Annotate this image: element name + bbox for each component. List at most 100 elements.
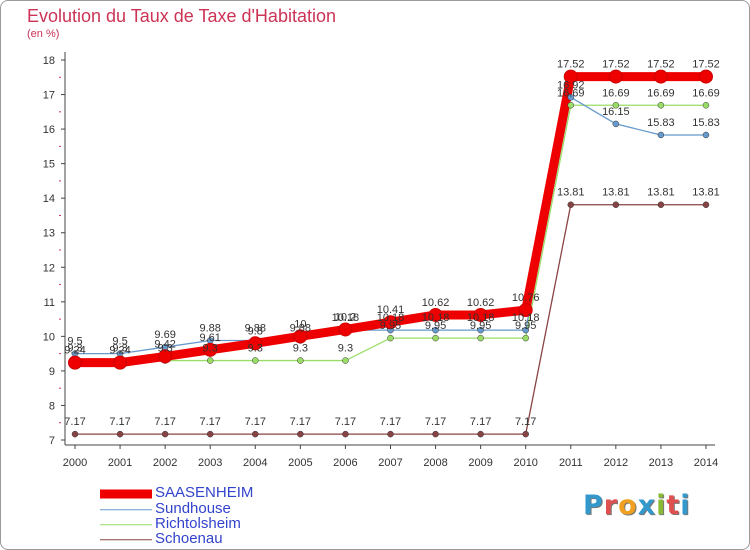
legend-swatch-schoenau <box>100 538 152 541</box>
data-point <box>432 334 439 342</box>
x-tick-label: 2008 <box>423 457 447 469</box>
legend-label-saasenheim: SAASENHEIM <box>155 484 254 501</box>
data-label: 17.52 <box>602 59 630 71</box>
x-tick-label: 2007 <box>378 457 402 469</box>
y-tick-label: 13 <box>43 228 55 240</box>
logo-letter: i <box>680 490 691 521</box>
data-label: 9.69 <box>154 329 175 341</box>
data-label: 16.69 <box>692 87 720 99</box>
y-tick-label: 15 <box>43 159 55 171</box>
data-label: 9.24 <box>64 345 85 357</box>
data-point <box>522 334 529 342</box>
data-point <box>702 201 710 208</box>
data-point <box>563 69 578 84</box>
legend-swatch-sundhouse <box>100 508 152 511</box>
data-label: 15.83 <box>647 117 675 129</box>
legend-label-richtolsheim: Richtolsheim <box>155 515 241 532</box>
data-label: 7.17 <box>335 416 356 428</box>
data-point <box>522 326 529 334</box>
data-label: 9.95 <box>380 320 401 332</box>
logo-letter: x <box>637 490 657 521</box>
data-label: 7.17 <box>109 416 130 428</box>
data-label: 9.3 <box>112 343 127 355</box>
data-label: 9.5 <box>67 336 82 348</box>
data-point <box>612 201 620 208</box>
data-label: 7.17 <box>290 416 311 428</box>
chart-axes: 7 8 9 10 11 12 13 14 15 16 17 18 2000 2001 2002 2003 200… <box>43 52 718 469</box>
data-point <box>518 303 533 318</box>
series-points <box>68 69 713 438</box>
data-label: 16.69 <box>647 87 675 99</box>
x-tick-label: 2011 <box>559 457 583 469</box>
data-point <box>387 430 394 438</box>
data-point <box>252 430 259 438</box>
data-point <box>206 430 214 438</box>
data-point <box>567 102 575 109</box>
data-label: 9.95 <box>515 320 536 332</box>
data-label: 7.17 <box>199 416 220 428</box>
data-point <box>477 326 484 334</box>
data-label: 16.92 <box>557 79 585 91</box>
data-point <box>702 102 710 109</box>
x-tick-label: 2006 <box>333 457 357 469</box>
data-labels: 7.17 7.17 7.17 7.17 7.17 7.17 7.17 7.17 7.17 7.17… <box>64 59 719 429</box>
data-point <box>473 307 488 322</box>
y-tick-label: 7 <box>49 435 55 447</box>
data-point <box>567 201 575 208</box>
data-point <box>657 102 665 109</box>
data-label: 13.81 <box>557 187 585 199</box>
data-label: 10.62 <box>467 297 495 309</box>
y-tick-label: 10 <box>43 331 55 343</box>
unit-label: (en %) <box>27 28 60 40</box>
legend-swatch-saasenheim <box>100 489 152 498</box>
data-point <box>203 342 218 357</box>
y-tick-label: 17 <box>43 90 55 102</box>
data-label: 9.3 <box>338 343 353 355</box>
data-label: 10.76 <box>512 292 540 304</box>
y-tick-label: 8 <box>49 400 55 412</box>
data-label: 10 <box>294 318 306 330</box>
data-label: 9.61 <box>199 332 220 344</box>
data-point <box>657 131 665 139</box>
logo-letter: P <box>583 490 604 521</box>
data-label: 9.24 <box>109 345 130 357</box>
data-point <box>653 69 668 84</box>
x-tick-label: 2009 <box>468 457 492 469</box>
data-point <box>338 322 353 337</box>
data-label: 7.17 <box>425 416 446 428</box>
data-point <box>161 430 169 438</box>
legend-label-schoenau: Schoenau <box>155 530 223 547</box>
data-point <box>657 201 665 208</box>
data-label: 15.83 <box>692 117 720 129</box>
data-point <box>113 355 128 370</box>
logo-letter: r <box>603 490 619 521</box>
y-tick-label: 16 <box>43 124 55 136</box>
data-label: 10.18 <box>422 312 450 324</box>
data-point <box>383 315 398 330</box>
x-tick-label: 2013 <box>649 457 673 469</box>
x-tick-label: 2000 <box>63 457 87 469</box>
data-point <box>477 430 484 438</box>
data-point <box>297 357 304 364</box>
data-point <box>432 430 439 438</box>
data-point <box>698 69 713 84</box>
x-tick-label: 2012 <box>604 457 628 469</box>
y-tick-label: 12 <box>43 262 55 274</box>
logo-letter: o <box>618 490 638 521</box>
data-point <box>608 69 623 84</box>
data-label: 9.42 <box>154 338 175 350</box>
data-label: 17.52 <box>692 59 720 71</box>
data-label: 9.95 <box>425 320 446 332</box>
data-label: 9.5 <box>112 336 127 348</box>
data-label: 17.52 <box>557 59 585 71</box>
y-tick-label: 9 <box>49 366 55 378</box>
data-label: 9.88 <box>245 323 266 335</box>
legend-swatch-richtolsheim <box>100 523 152 526</box>
data-point <box>567 94 575 101</box>
data-label: 9.3 <box>67 343 82 355</box>
y-tick-label: 14 <box>43 193 55 205</box>
x-tick-label: 2004 <box>243 457 267 469</box>
data-label: 10.2 <box>335 311 356 323</box>
x-tick-label: 2010 <box>513 457 537 469</box>
